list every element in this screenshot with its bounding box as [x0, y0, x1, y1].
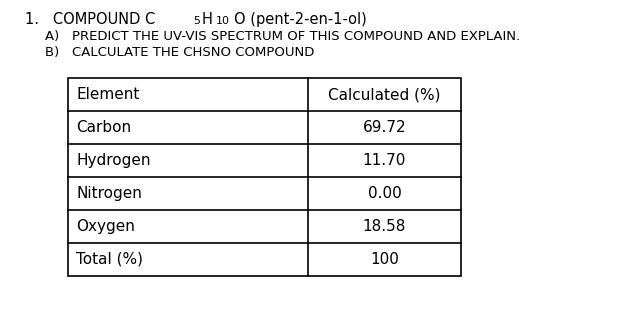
Text: 0.00: 0.00: [367, 186, 401, 201]
Text: B)   CALCULATE THE CHSNO COMPOUND: B) CALCULATE THE CHSNO COMPOUND: [45, 46, 314, 59]
Text: Calculated (%): Calculated (%): [328, 87, 441, 102]
Text: Nitrogen: Nitrogen: [76, 186, 142, 201]
Text: 69.72: 69.72: [363, 120, 406, 135]
Text: Oxygen: Oxygen: [76, 219, 135, 234]
Text: Carbon: Carbon: [76, 120, 131, 135]
Text: 100: 100: [370, 252, 399, 267]
Text: 10: 10: [216, 16, 230, 25]
Text: 18.58: 18.58: [363, 219, 406, 234]
Text: A)   PREDICT THE UV-VIS SPECTRUM OF THIS COMPOUND AND EXPLAIN.: A) PREDICT THE UV-VIS SPECTRUM OF THIS C…: [45, 30, 520, 43]
Text: O (pent-2-en-1-ol): O (pent-2-en-1-ol): [234, 12, 367, 27]
Text: Total (%): Total (%): [76, 252, 143, 267]
Bar: [68, 78, 461, 276]
Text: H: H: [202, 12, 213, 27]
Text: Hydrogen: Hydrogen: [76, 153, 150, 168]
Text: 5: 5: [193, 16, 200, 25]
Text: Element: Element: [76, 87, 140, 102]
Text: 1.   COMPOUND C: 1. COMPOUND C: [25, 12, 156, 27]
Text: 11.70: 11.70: [363, 153, 406, 168]
